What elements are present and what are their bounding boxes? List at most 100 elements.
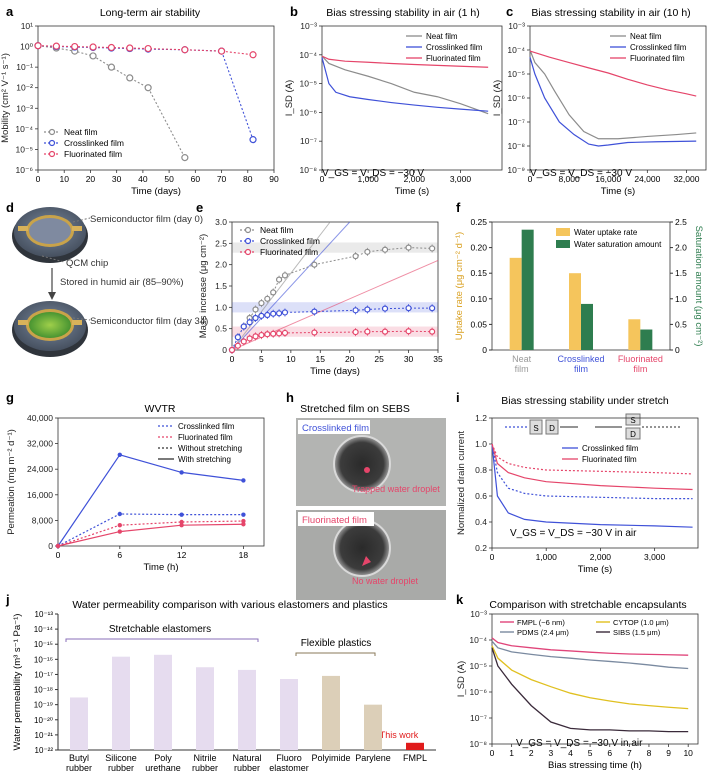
y-tick-label-a: 10⁰: [20, 42, 33, 52]
legend-label-k: CYTOP (1.0 μm): [613, 618, 669, 627]
x-tick-label-e: 15: [316, 354, 326, 364]
saturation-band-e: [232, 326, 438, 337]
category-label-j: Silicone: [105, 753, 137, 763]
data-point-g: [179, 519, 184, 525]
axes-a: 10⁻⁶ 10⁻⁵ 10⁻⁴ 10⁻³ 10⁻² 10⁻¹ 10⁰ 10¹ 0 10 20 30 40 5…: [0, 21, 279, 197]
label-h-trapped: Trapped water droplet: [352, 484, 440, 494]
y-tick-label-right-f: 2.0: [675, 243, 687, 253]
legend-label-e: Neat film: [260, 225, 294, 235]
data-point-g: [241, 518, 246, 524]
bar-uptake-f: [509, 257, 522, 350]
legend-label-g: Fluorinated film: [178, 433, 233, 442]
y-axis-label-k: I_SD (A): [456, 661, 467, 697]
data-point-g: [117, 523, 123, 528]
legend-label-c: Fluorinated film: [630, 54, 685, 63]
y-tick-label-j: 10⁻¹⁹: [34, 701, 53, 710]
label-semi-day34: Semiconductor film (day 34): [90, 316, 208, 327]
data-point-e: [405, 328, 412, 335]
y-tick-label-g: 32,000: [27, 439, 53, 449]
data-point-e: [252, 306, 259, 313]
data-point-e: [258, 312, 265, 319]
y-tick-label-g: 0: [48, 541, 53, 551]
x-tick-label-e: 35: [433, 354, 443, 364]
x-tick-label-b: 0: [320, 174, 325, 184]
data-point-e: [234, 342, 241, 349]
y-tick-label-j: 10⁻¹⁶: [34, 655, 53, 664]
y-tick-label-a: 10⁻⁴: [15, 124, 33, 134]
category-label-j: elastomer: [269, 763, 309, 773]
data-point-e: [252, 333, 259, 340]
panel-d-schematic: Semiconductor film (day 0) QCM chip Stor…: [12, 207, 208, 357]
axes-k: 10⁻⁸ 10⁻⁷ 10⁻⁶ 10⁻⁵ 10⁻⁴ 10⁻³ 0 1 2 3 4 5 6 7 8 9 10 Bias…: [456, 609, 699, 771]
series-line-b-2: [321, 55, 489, 68]
series-line-k-2: [491, 645, 689, 710]
category-label-f: film: [515, 364, 529, 374]
data-point-e: [275, 276, 283, 283]
label-semi-day0: Semiconductor film (day 0): [90, 214, 203, 225]
panel-label-k: k: [456, 592, 464, 607]
panel-label-b: b: [290, 4, 298, 19]
legend-label-b: Fluorinated film: [426, 54, 481, 63]
y-tick-label-g: 40,000: [27, 413, 53, 423]
x-tick-label-c: 0: [528, 174, 533, 184]
data-point-g: [179, 470, 184, 475]
x-tick-label-b: 3,000: [450, 174, 472, 184]
y-tick-label-j: 10⁻¹³: [35, 610, 54, 619]
data-point-e: [281, 309, 289, 316]
y-tick-label-i: 1.2: [475, 413, 487, 423]
axes-j: 10⁻²² 10⁻²¹ 10⁻²⁰ 10⁻¹⁹ 10⁻¹⁸ 10⁻¹⁷ 10⁻¹⁶ 10⁻¹⁵…: [12, 610, 436, 773]
x-tick-label-c: 32,000: [673, 174, 699, 184]
category-label-j: rubber: [192, 763, 218, 773]
legend-label-k: PDMS (2.4 μm): [517, 628, 569, 637]
data-point-e: [429, 328, 436, 335]
data-point-a: [126, 74, 134, 82]
y-tick-label-c: 10⁻⁷: [508, 117, 525, 127]
diag-d1: D: [549, 424, 555, 433]
x-tick-label-k: 7: [627, 748, 632, 758]
data-point-e: [281, 272, 289, 279]
y-axis-label-b: I_SD (A): [284, 80, 295, 116]
data-point-e: [270, 310, 277, 317]
y-tick-label-k: 10⁻³: [470, 609, 487, 619]
y-tick-label-c: 10⁻⁵: [508, 69, 525, 79]
data-point-e: [228, 346, 236, 354]
series-line-b-1: [321, 57, 489, 112]
bias-note-b: V_GS = V_DS = −30 V: [322, 168, 424, 179]
legend-label-b: Crosslinked film: [426, 43, 483, 52]
category-label-f: Fluorinated: [618, 354, 663, 364]
category-label-j: Parylene: [355, 753, 391, 763]
legend-marker-e: [244, 237, 252, 245]
y-tick-label-b: 10⁻⁷: [300, 136, 317, 146]
data-point-e: [270, 330, 277, 337]
y-tick-label-c: 10⁻⁶: [508, 93, 525, 103]
legend-label-f: Water uptake rate: [574, 228, 638, 237]
category-label-j: rubber: [66, 763, 92, 773]
y-tick-label-a: 10¹: [21, 21, 33, 31]
y-tick-label-a: 10⁻²: [16, 83, 33, 93]
axes-b: 10⁻⁸ 10⁻⁷ 10⁻⁶ 10⁻⁵ 10⁻⁴ 10⁻³ 0 1,000 2,000 3,000…: [284, 21, 503, 197]
label-this-work: This work: [380, 730, 419, 740]
x-tick-label-a: 80: [243, 174, 253, 184]
bias-note-c: V_GS = V_DS = −30 V: [530, 168, 632, 179]
legend-marker-a: [48, 139, 56, 147]
data-point-e: [311, 329, 318, 336]
data-point-a: [89, 52, 97, 60]
y-tick-label-f: 0.05: [470, 319, 487, 329]
title-k: Comparison with stretchable encapsulants: [489, 599, 686, 611]
diag-d2: D: [630, 430, 636, 439]
x-tick-label-c: 8,000: [558, 174, 580, 184]
x-axis-label-c: Time (s): [601, 186, 635, 197]
uptake-line-e: [231, 221, 331, 351]
bar-saturation-f: [640, 329, 653, 350]
panel-label-c: c: [506, 4, 513, 19]
data-point-a: [89, 43, 97, 51]
y-tick-label-right-f: 2.5: [675, 217, 687, 227]
panel-i-diagram: S D S D: [505, 413, 680, 440]
data-point-e: [352, 253, 359, 260]
y-axis-label-c: I_SD (A): [492, 80, 503, 116]
x-tick-label-i: 1,000: [536, 552, 558, 562]
y-axis-label-f-left: Uptake rate (μg cm⁻² d⁻¹): [454, 232, 465, 340]
panel-j-groups: Stretchable elastomers Flexible plastics…: [65, 624, 419, 740]
x-tick-label-g: 12: [177, 550, 187, 560]
